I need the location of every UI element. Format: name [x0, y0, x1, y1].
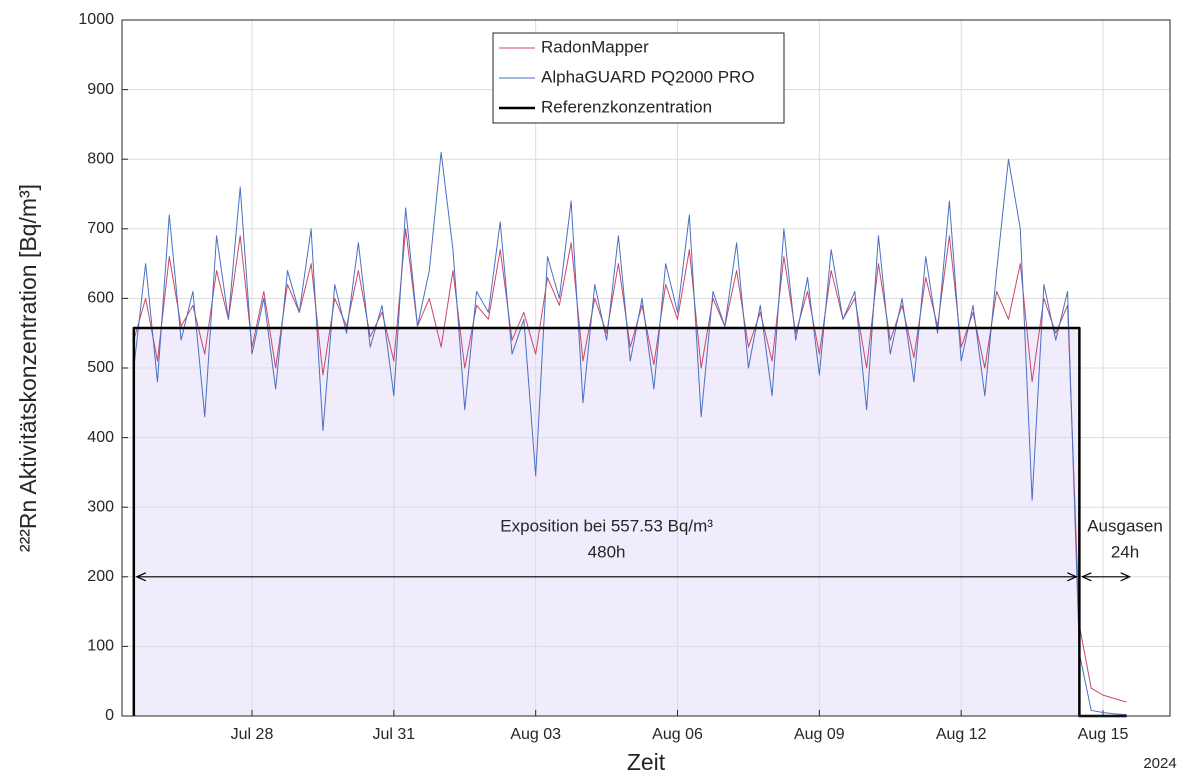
exposure-arrow-head — [1067, 572, 1078, 582]
y-tick-label: 900 — [87, 81, 114, 98]
x-tick-label: Aug 15 — [1078, 726, 1129, 743]
annotation: 480h — [588, 542, 626, 561]
degas-arrow-head — [1080, 572, 1092, 582]
series-line — [133, 151, 1127, 716]
y-tick-label: 400 — [87, 429, 114, 446]
x-tick-label: Jul 31 — [372, 726, 415, 743]
y-tick-label: 1000 — [78, 11, 114, 28]
y-tick-label: 0 — [105, 707, 114, 724]
y-tick-label: 600 — [87, 290, 114, 307]
x-tick-label: Aug 06 — [652, 726, 703, 743]
y-tick-label: 800 — [87, 150, 114, 167]
legend-label: AlphaGUARD PQ2000 PRO — [541, 67, 755, 86]
x-tick-label: Aug 09 — [794, 726, 845, 743]
x-tick-label: Aug 03 — [510, 726, 561, 743]
legend-label: Referenzkonzentration — [541, 97, 712, 116]
legend-box — [492, 32, 785, 124]
legend-label: RadonMapper — [541, 37, 649, 56]
y-axis-label: ²²²Rn Aktivitätskonzentration [Bq/m³] — [15, 184, 41, 552]
year-label: 2024 — [1143, 755, 1176, 772]
x-axis-label: Zeit — [627, 749, 666, 775]
x-tick-label: Jul 28 — [231, 726, 274, 743]
x-tick-label: Aug 12 — [936, 726, 987, 743]
annotation: Ausgasen — [1087, 516, 1163, 535]
y-tick-label: 700 — [87, 220, 114, 237]
annotation: Exposition bei 557.53 Bq/m³ — [500, 516, 713, 535]
reference-area — [133, 327, 1127, 716]
annotation: 24h — [1111, 542, 1139, 561]
y-tick-label: 200 — [87, 568, 114, 585]
y-tick-label: 500 — [87, 359, 114, 376]
exposure-arrow-head — [135, 572, 147, 582]
y-tick-label: 300 — [87, 498, 114, 515]
y-tick-label: 100 — [87, 638, 114, 655]
degas-arrow-head — [1120, 572, 1132, 582]
plot-frame — [121, 19, 1171, 717]
